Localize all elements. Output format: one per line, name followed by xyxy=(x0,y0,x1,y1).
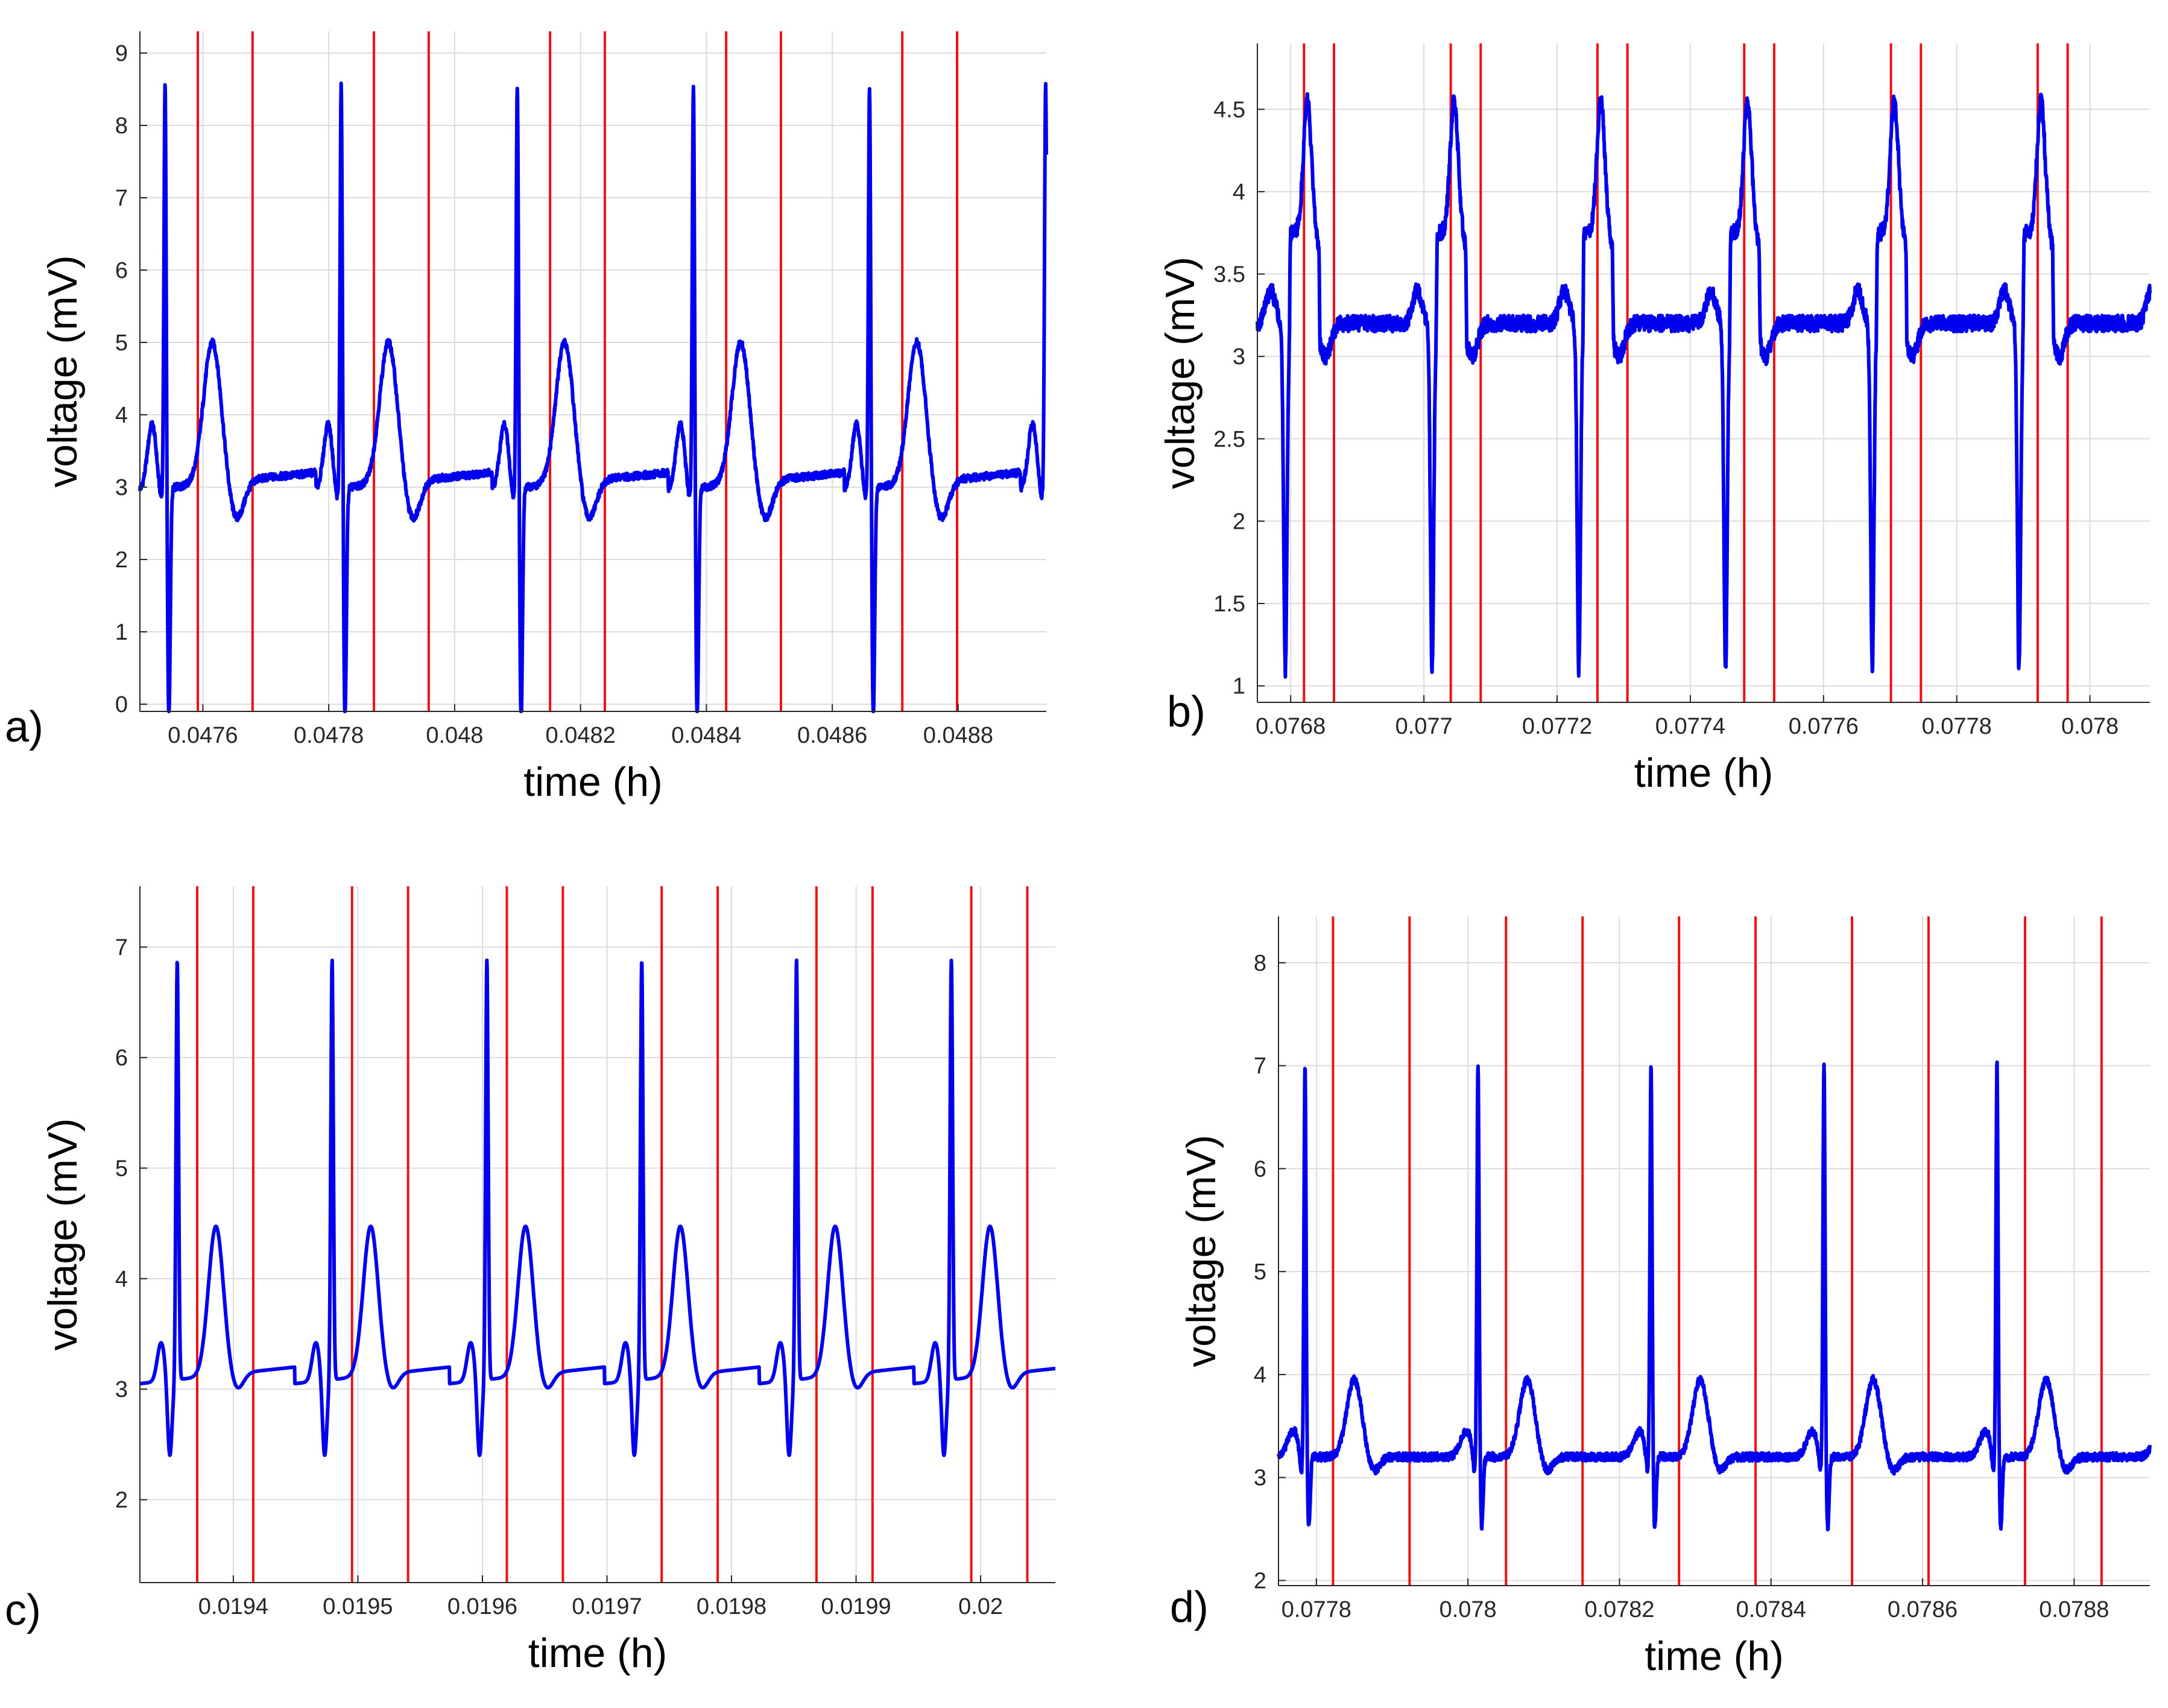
x-tick-label: 0.0194 xyxy=(198,1594,268,1619)
x-axis-label: time (h) xyxy=(1645,1633,1783,1679)
y-tick-label: 4.5 xyxy=(1213,97,1245,122)
x-tick-label: 0.077 xyxy=(1395,714,1453,739)
y-axis-label: voltage (mV) xyxy=(40,1118,86,1350)
x-tick-label: 0.0196 xyxy=(447,1594,517,1619)
chart-panel-a: 0.0476 0.0478 0.048 0.0482 0.0484 0.0486 0.048… xyxy=(5,31,1048,805)
x-tick-label: 0.0778 xyxy=(1282,1597,1351,1622)
y-tick-label: 7 xyxy=(115,186,128,211)
y-tick-label: 2 xyxy=(115,547,128,573)
panel-label: b) xyxy=(1167,688,1206,736)
y-axis-label: voltage (mV) xyxy=(1178,1135,1224,1367)
x-tick-label: 0.0772 xyxy=(1522,714,1592,739)
x-tick-label: 0.0195 xyxy=(323,1594,393,1619)
y-tick-label: 2 xyxy=(1233,509,1245,534)
y-tick-label: 4 xyxy=(115,1267,128,1292)
x-tick-label: 0.048 xyxy=(426,723,483,748)
y-tick-label: 4 xyxy=(1233,180,1245,205)
x-tick-label: 0.0782 xyxy=(1584,1597,1654,1622)
x-tick-label: 0.0198 xyxy=(697,1594,766,1619)
x-tick-label: 0.0197 xyxy=(572,1594,642,1619)
y-tick-label: 6 xyxy=(1254,1156,1266,1182)
y-tick-label: 4 xyxy=(1254,1363,1266,1388)
y-tick-label: 2 xyxy=(115,1488,128,1513)
y-tick-label: 8 xyxy=(115,113,128,139)
y-axis-label: voltage (mV) xyxy=(40,255,86,487)
y-tick-label: 5 xyxy=(115,1156,128,1182)
y-tick-label: 0 xyxy=(115,692,128,717)
x-tick-label: 0.0774 xyxy=(1655,714,1725,739)
y-tick-label: 6 xyxy=(115,1045,128,1071)
ecg-series-line xyxy=(138,958,1057,1457)
x-tick-label: 0.0476 xyxy=(168,723,238,748)
ecg-series-line xyxy=(1256,92,2152,679)
y-tick-label: 3 xyxy=(115,475,128,500)
chart-panel-d: 0.0778 0.078 0.0782 0.0784 0.0786 0.0788 2 3 4 5 6… xyxy=(1170,916,2152,1679)
x-axis-label: time (h) xyxy=(528,1630,667,1676)
y-tick-label: 1.5 xyxy=(1213,591,1245,617)
y-tick-label: 2 xyxy=(1254,1568,1266,1593)
y-tick-label: 2.5 xyxy=(1213,427,1245,452)
y-tick-label: 8 xyxy=(1254,951,1266,976)
y-axis-label: voltage (mV) xyxy=(1157,257,1203,489)
chart-panel-c: 0.0194 0.0195 0.0196 0.0197 0.0198 0.0199 0.02… xyxy=(5,886,1057,1676)
x-tick-label: 0.0776 xyxy=(1789,714,1859,739)
y-tick-label: 6 xyxy=(115,258,128,283)
x-tick-label: 0.078 xyxy=(1440,1597,1497,1622)
y-tick-label: 1 xyxy=(115,620,128,645)
x-tick-label: 0.078 xyxy=(2061,714,2119,739)
x-tick-label: 0.0484 xyxy=(671,723,741,748)
x-tick-label: 0.0786 xyxy=(1888,1597,1958,1622)
y-tick-label: 5 xyxy=(1254,1259,1266,1285)
y-tick-label: 3.5 xyxy=(1213,262,1245,288)
y-tick-label: 7 xyxy=(115,935,128,960)
x-tick-label: 0.0778 xyxy=(1922,714,1992,739)
x-tick-label: 0.0478 xyxy=(294,723,364,748)
x-tick-label: 0.0784 xyxy=(1736,1597,1806,1622)
panel-label: d) xyxy=(1170,1583,1209,1631)
x-tick-label: 0.0482 xyxy=(546,723,616,748)
chart-panel-b: 0.0768 0.077 0.0772 0.0774 0.0776 0.0778 0.078… xyxy=(1157,43,2152,796)
y-tick-label: 4 xyxy=(115,403,128,428)
x-axis-label: time (h) xyxy=(1634,750,1773,796)
y-tick-label: 9 xyxy=(115,41,128,66)
panel-label: c) xyxy=(5,1586,41,1634)
y-tick-label: 3 xyxy=(115,1377,128,1402)
y-tick-label: 5 xyxy=(115,330,128,356)
x-tick-label: 0.0486 xyxy=(797,723,867,748)
x-axis-label: time (h) xyxy=(523,759,662,805)
x-tick-label: 0.0199 xyxy=(821,1594,891,1619)
x-tick-label: 0.0488 xyxy=(923,723,993,748)
ecg-series-line xyxy=(138,81,1048,713)
y-tick-label: 3 xyxy=(1233,344,1245,370)
y-tick-label: 3 xyxy=(1254,1466,1266,1491)
x-tick-label: 0.0768 xyxy=(1256,714,1326,739)
x-tick-label: 0.02 xyxy=(958,1594,1003,1619)
y-tick-label: 7 xyxy=(1254,1054,1266,1079)
panel-label: a) xyxy=(5,703,43,751)
y-tick-label: 1 xyxy=(1233,674,1245,699)
x-tick-label: 0.0788 xyxy=(2039,1597,2109,1622)
ecg-series-line xyxy=(1277,1060,2152,1532)
